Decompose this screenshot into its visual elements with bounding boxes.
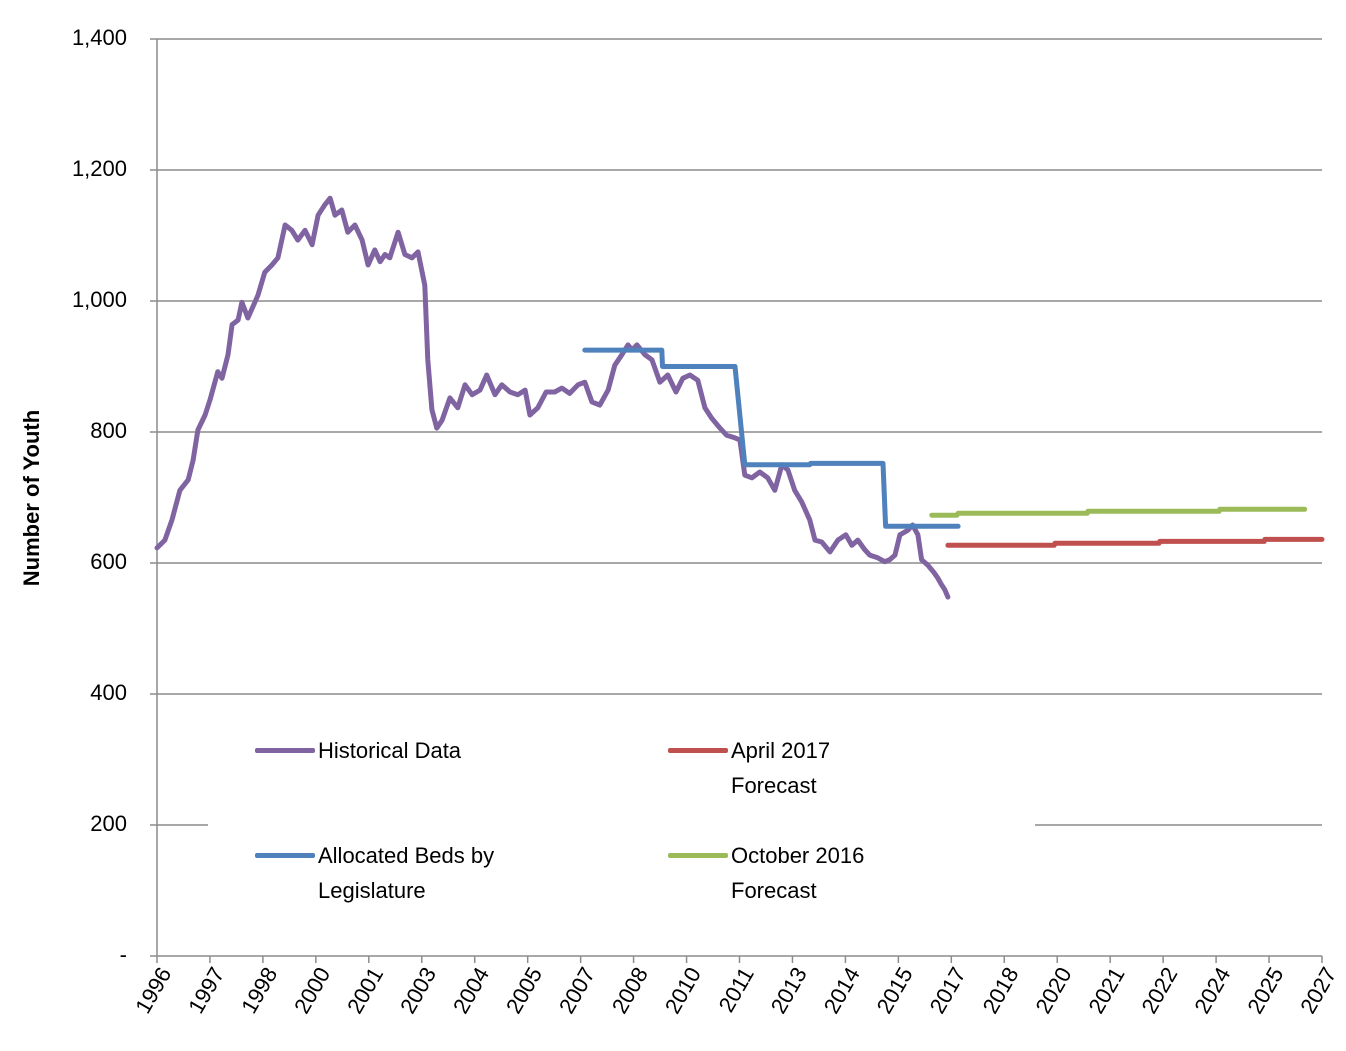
legend-item: October 2016 Forecast bbox=[668, 838, 921, 908]
y-tick-label: 400 bbox=[90, 680, 127, 705]
legend-label: April 2017 Forecast bbox=[731, 738, 831, 798]
x-tick-label: 2014 bbox=[819, 963, 865, 1018]
y-tick-label: 200 bbox=[90, 811, 127, 836]
legend-swatch bbox=[668, 748, 728, 753]
legend-item: Historical Data bbox=[255, 733, 461, 768]
x-tick-label: 2004 bbox=[448, 963, 494, 1018]
legend-swatch bbox=[668, 853, 728, 858]
legend-label: October 2016 Forecast bbox=[731, 843, 865, 903]
y-tick-label: 1,000 bbox=[72, 287, 127, 312]
x-tick-label: 2008 bbox=[607, 963, 653, 1018]
legend-item: April 2017 Forecast bbox=[668, 733, 921, 803]
x-tick-label: 2003 bbox=[395, 963, 441, 1018]
x-tick-label: 2022 bbox=[1136, 963, 1182, 1018]
x-tick-label: 2021 bbox=[1083, 963, 1129, 1018]
x-tick-label: 2018 bbox=[978, 963, 1024, 1018]
legend-label: Historical Data bbox=[318, 738, 462, 763]
x-tick-label: 2025 bbox=[1242, 963, 1288, 1018]
y-tick-label: 1,200 bbox=[72, 156, 127, 181]
y-tick-label: 800 bbox=[90, 418, 127, 443]
legend-label: Allocated Beds by Legislature bbox=[318, 843, 495, 903]
legend-swatch bbox=[255, 748, 315, 753]
legend bbox=[208, 722, 1035, 912]
y-tick-label: 1,400 bbox=[72, 25, 127, 50]
x-tick-label: 2001 bbox=[342, 963, 388, 1018]
legend-item: Allocated Beds by Legislature bbox=[255, 838, 508, 908]
x-tick-label: 2015 bbox=[872, 963, 918, 1018]
x-tick-label: 2011 bbox=[714, 963, 759, 1016]
x-tick-label: 2005 bbox=[501, 963, 547, 1018]
x-tick-label: 2010 bbox=[660, 963, 706, 1018]
line-series bbox=[582, 347, 961, 529]
x-tick-label: 2013 bbox=[766, 963, 812, 1018]
line-series bbox=[945, 536, 1325, 548]
line-series bbox=[929, 506, 1308, 518]
x-tick-label: 1998 bbox=[236, 963, 282, 1018]
y-tick-label: 600 bbox=[90, 549, 127, 574]
x-tick-label: 1997 bbox=[183, 963, 229, 1018]
x-tick-label: 2007 bbox=[554, 963, 600, 1018]
legend-swatch bbox=[255, 853, 315, 858]
x-tick-label: 2017 bbox=[925, 963, 971, 1018]
x-tick-label: 1996 bbox=[130, 963, 176, 1018]
y-tick-label: - bbox=[120, 942, 127, 967]
x-tick-label: 2024 bbox=[1189, 963, 1235, 1018]
x-tick-label: 2027 bbox=[1295, 963, 1341, 1018]
x-tick-label: 2000 bbox=[289, 963, 335, 1018]
y-axis-label: Number of Youth bbox=[19, 410, 44, 586]
x-tick-label: 2020 bbox=[1030, 963, 1076, 1018]
line-series bbox=[154, 195, 951, 600]
